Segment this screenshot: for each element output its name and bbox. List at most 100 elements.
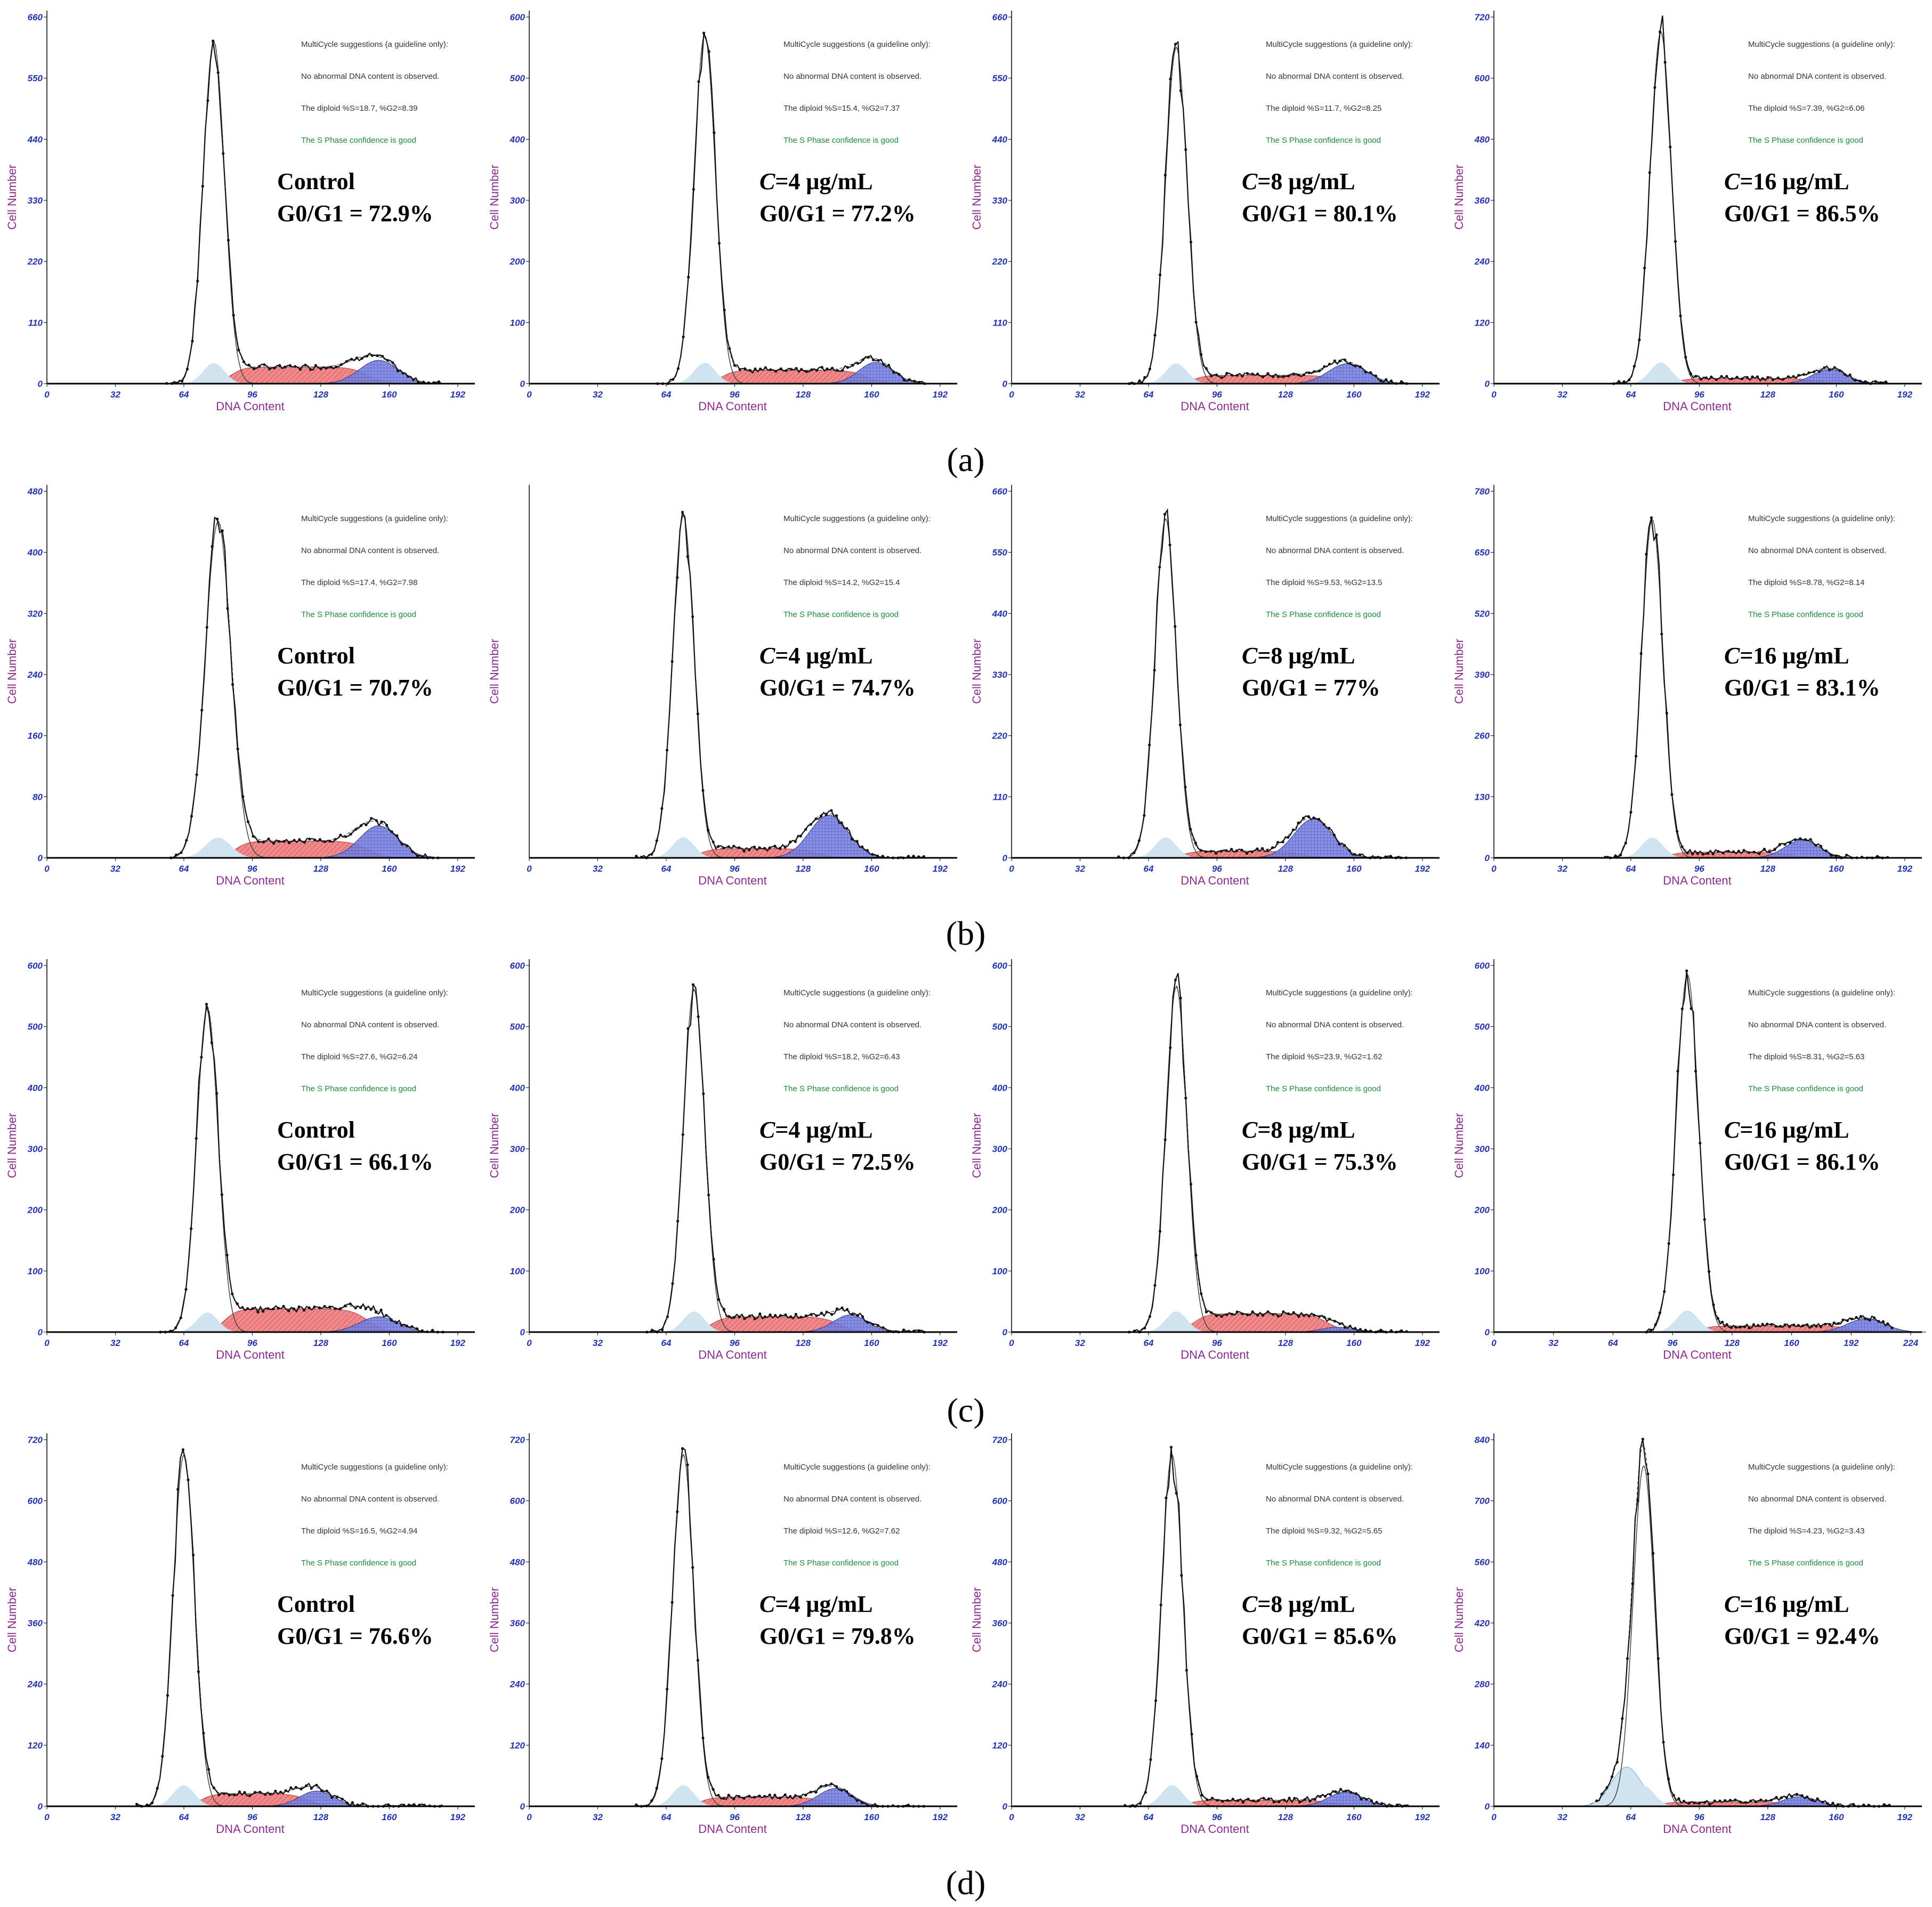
panel-3-data-point — [1184, 148, 1187, 151]
panel-7-data-point — [1174, 625, 1177, 628]
panel-15-data-point — [1282, 1798, 1286, 1801]
panel-11-data-point — [1307, 1314, 1311, 1318]
panel-6-data-point — [820, 815, 823, 818]
panel-2-data-point — [851, 363, 854, 367]
panel-10-data-point — [681, 1133, 684, 1136]
panel-5-data-point — [359, 824, 363, 827]
panel-7-data-point — [1266, 849, 1269, 852]
panel-4-data-point — [1694, 375, 1697, 378]
panel-10-x-tick-label: 128 — [796, 1338, 811, 1348]
panel-4-data-point — [1884, 380, 1888, 384]
panel-4-data-point — [1638, 338, 1641, 342]
panel-13-data-point — [248, 1794, 252, 1797]
panel-3-data-point — [1389, 379, 1393, 383]
panel-5-y-tick-label: 0 — [38, 853, 43, 863]
panel-16-data-point — [1795, 1792, 1799, 1796]
panel-14-condition: C=4 μg/mL — [759, 1591, 873, 1617]
panel-4-histogram — [1613, 15, 1889, 385]
panel-12-data-point — [1810, 1325, 1813, 1328]
panel-8-data-point — [1809, 838, 1812, 841]
panel-11-suggestion-heading: MultiCycle suggestions (a guideline only… — [1266, 988, 1413, 997]
panel-7: 0 32 64 96 128 160 192 0 110 220 330 440 550 660 DNA C… — [970, 485, 1440, 887]
panel-9-data-point — [241, 1306, 244, 1309]
panel-8-x-tick-label: 64 — [1626, 864, 1636, 874]
panel-16-data-point — [1780, 1796, 1783, 1799]
panel-8-data-point — [1721, 851, 1725, 855]
panel-13-data-point — [253, 1791, 256, 1794]
panel-12-data-point — [1801, 1324, 1805, 1327]
panel-15-g0g1-label: G0/G1 = 85.6% — [1242, 1623, 1398, 1649]
panel-12-y-tick-label: 400 — [1474, 1083, 1490, 1093]
panel-5-data-point — [185, 839, 188, 842]
panel-13-data-point — [279, 1790, 282, 1794]
panel-2-data-point — [676, 367, 680, 370]
panel-9-data-point — [374, 1311, 378, 1314]
panel-13-data-point — [361, 1802, 365, 1805]
panel-12-suggestion-heading: MultiCycle suggestions (a guideline only… — [1748, 988, 1895, 997]
panel-5-data-point — [416, 854, 419, 857]
panel-4-x-tick-label: 32 — [1557, 389, 1567, 400]
panel-7-data-point — [1235, 849, 1238, 853]
panel-16-data-point — [1882, 1803, 1886, 1806]
panel-16-data-point — [1621, 1717, 1624, 1720]
panel-7-data-point — [1189, 827, 1192, 831]
panel-4-data-point — [1622, 380, 1626, 384]
panel-10-data-point — [666, 1315, 669, 1318]
panel-8-y-tick-label: 130 — [1475, 792, 1490, 802]
panel-3-data-point — [1138, 379, 1141, 383]
panel-10-data-point — [815, 1314, 818, 1317]
panel-11-y-tick-label: 300 — [992, 1144, 1008, 1154]
panel-14-data-point — [696, 1659, 699, 1662]
panel-3-data-point — [1266, 372, 1270, 375]
panel-4-data-point — [1797, 374, 1800, 377]
panel-8-data-point — [1639, 652, 1643, 655]
panel-15-data-point — [1226, 1799, 1230, 1802]
panel-14-data-point — [789, 1795, 792, 1798]
panel-4-x-tick-label: 192 — [1897, 389, 1913, 400]
panel-11-data-point — [1272, 1313, 1275, 1316]
panel-9-data-point — [261, 1310, 265, 1313]
panel-16-data-point — [1693, 1801, 1696, 1805]
panel-9-data-point — [395, 1321, 398, 1325]
panel-12-data-point — [1873, 1316, 1876, 1319]
panel-7-condition: C=8 μg/mL — [1242, 643, 1355, 669]
panel-3-y-tick-label: 440 — [992, 134, 1008, 144]
panel-11-data-point — [1200, 1292, 1203, 1295]
panel-9-data-point — [297, 1305, 301, 1309]
panel-2-conc-var: C — [759, 168, 775, 194]
panel-5-data-point — [411, 850, 414, 853]
panel-10-data-point — [825, 1310, 828, 1313]
panel-16-data-point — [1852, 1803, 1855, 1806]
panel-11-x-tick-label: 128 — [1278, 1338, 1294, 1348]
panel-10-confidence-text: The S Phase confidence is good — [783, 1084, 899, 1093]
panel-9-g0g1-label: G0/G1 = 66.1% — [277, 1149, 433, 1175]
panel-8-data-point — [1711, 852, 1715, 856]
panel-8-data-point — [1645, 553, 1648, 556]
panel-15-data-point — [1221, 1800, 1224, 1803]
panel-8-data-point — [1686, 851, 1689, 855]
panel-16-data-point — [1759, 1798, 1763, 1801]
panel-5-y-axis-label: Cell Number — [5, 639, 19, 704]
panel-1-x-tick-label: 128 — [313, 389, 329, 400]
panel-12-data-point — [1703, 1218, 1706, 1221]
panel-14-data-point — [768, 1794, 771, 1797]
panel-13-data-point — [243, 1791, 246, 1794]
panel-9-y-tick-label: 400 — [27, 1083, 43, 1093]
panel-11-x-tick-label: 32 — [1075, 1338, 1085, 1348]
panel-9-data-point — [318, 1306, 321, 1310]
panel-14-confidence-text: The S Phase confidence is good — [783, 1559, 899, 1568]
panel-10-condition: C=4 μg/mL — [759, 1117, 873, 1143]
panel-15-data-point — [1195, 1775, 1199, 1778]
panel-13-data-point — [187, 1478, 190, 1481]
panel-6-data-point — [768, 846, 771, 849]
panel-2-condition: C=4 μg/mL — [759, 168, 873, 194]
panel-11-data-point — [1338, 1322, 1341, 1325]
panel-9-y-tick-label: 600 — [28, 961, 43, 971]
panel-14-data-point — [809, 1790, 812, 1794]
panel-12-x-tick-label: 0 — [1491, 1338, 1497, 1348]
panel-16-y-tick-label: 560 — [1475, 1557, 1490, 1567]
panel-10-y-tick-label: 200 — [510, 1205, 526, 1215]
panel-14-data-point — [850, 1795, 854, 1798]
panel-12-data-point — [1864, 1317, 1867, 1320]
panel-8-data-point — [1789, 841, 1792, 845]
